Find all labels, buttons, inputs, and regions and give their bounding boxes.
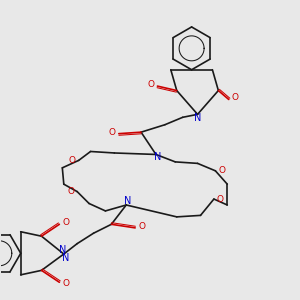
Text: O: O [232, 94, 239, 103]
Text: N: N [124, 196, 131, 206]
Text: O: O [69, 156, 76, 165]
Text: O: O [62, 279, 69, 288]
Text: O: O [109, 128, 116, 137]
Text: O: O [148, 80, 155, 89]
Text: O: O [217, 194, 224, 203]
Text: O: O [218, 166, 225, 175]
Text: N: N [154, 152, 161, 162]
Text: N: N [194, 113, 201, 123]
Text: N: N [58, 245, 66, 255]
Text: O: O [62, 218, 69, 227]
Text: O: O [138, 222, 145, 231]
Text: N: N [61, 253, 69, 263]
Text: O: O [67, 187, 74, 196]
